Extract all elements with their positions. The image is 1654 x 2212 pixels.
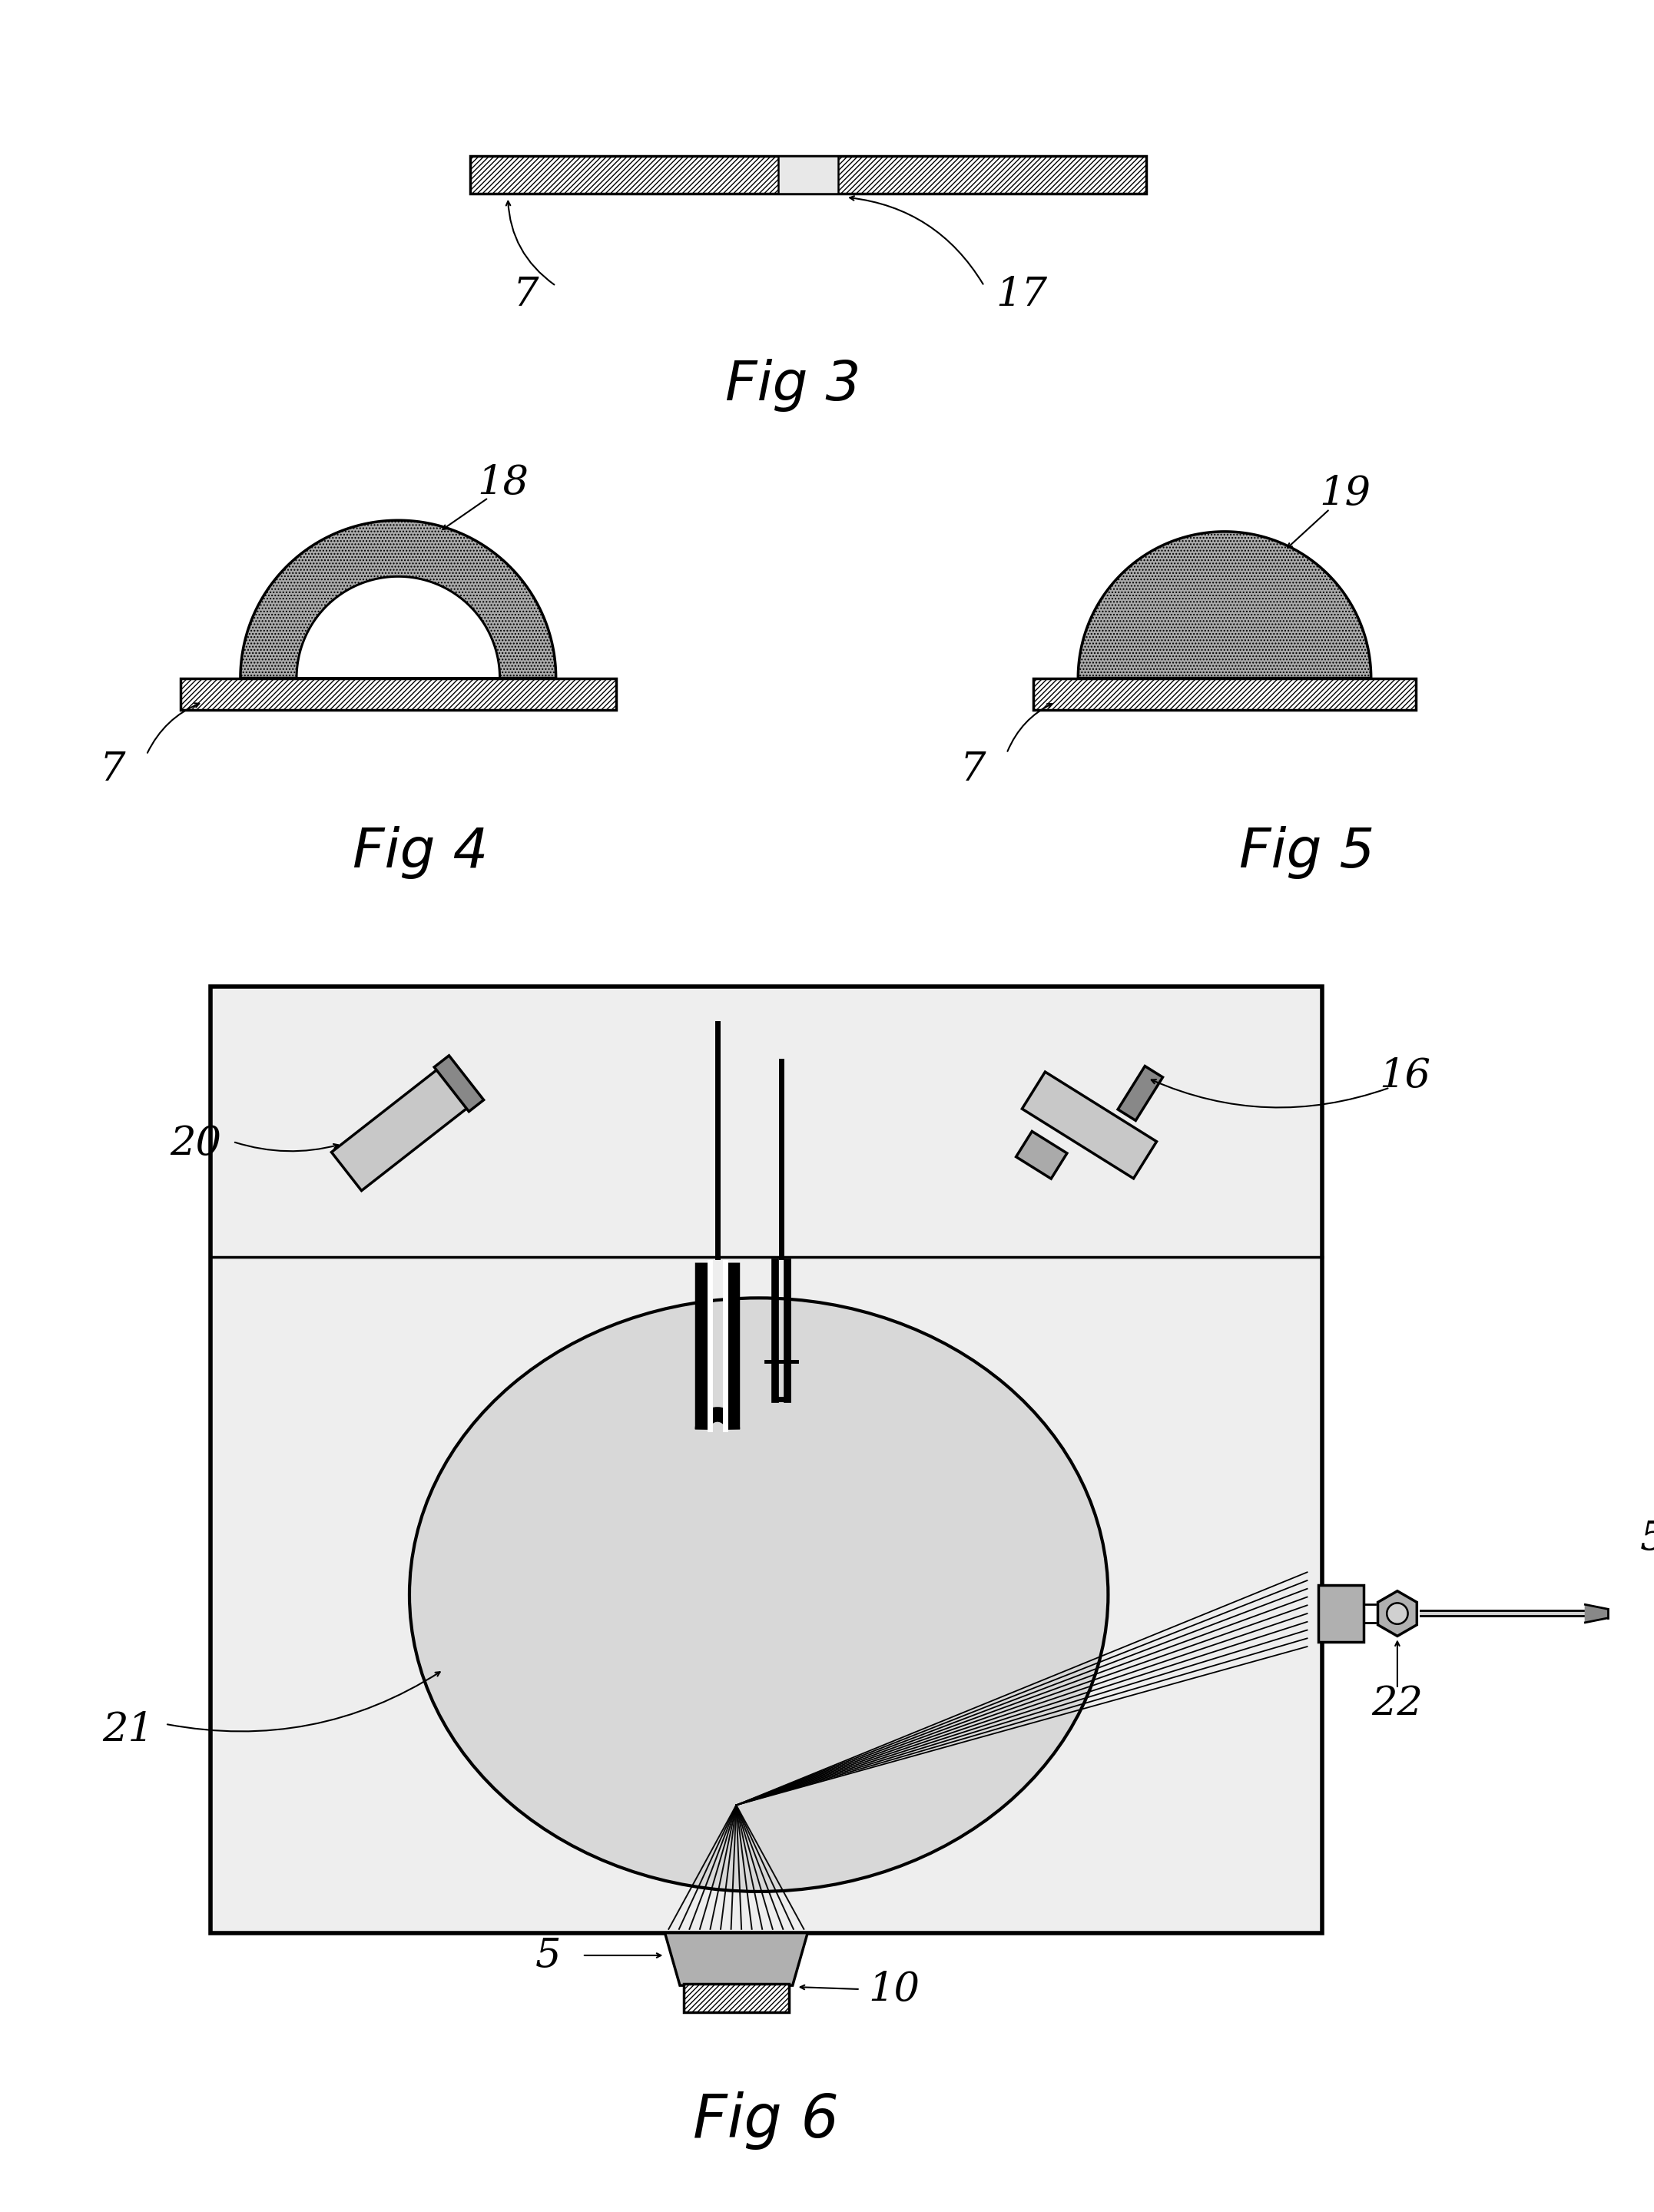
Text: 7: 7 xyxy=(959,750,986,790)
Text: 18: 18 xyxy=(478,462,529,502)
Text: 5: 5 xyxy=(536,1936,561,1975)
Polygon shape xyxy=(1118,1066,1163,1121)
Bar xyxy=(180,679,615,710)
Polygon shape xyxy=(435,1055,483,1110)
Bar xyxy=(1034,679,1416,710)
Text: 20: 20 xyxy=(170,1124,222,1164)
Text: Fig 6: Fig 6 xyxy=(693,2093,839,2150)
Polygon shape xyxy=(1378,1590,1417,1637)
Text: Fig 4: Fig 4 xyxy=(352,825,488,878)
Bar xyxy=(779,155,839,192)
Polygon shape xyxy=(1022,1073,1156,1179)
Text: 7: 7 xyxy=(513,274,539,314)
Text: 19: 19 xyxy=(1318,473,1371,513)
Polygon shape xyxy=(240,520,556,679)
Text: Fig 5: Fig 5 xyxy=(1239,825,1374,878)
Text: 22: 22 xyxy=(1371,1683,1422,1723)
Text: 17: 17 xyxy=(996,274,1047,314)
Polygon shape xyxy=(331,1060,480,1190)
Polygon shape xyxy=(1078,531,1371,679)
Text: 7: 7 xyxy=(99,750,126,790)
Polygon shape xyxy=(1016,1130,1067,1179)
Bar xyxy=(1318,1586,1363,1641)
Text: 10: 10 xyxy=(868,1969,920,2008)
Bar xyxy=(470,155,1146,192)
Bar xyxy=(683,1984,789,2013)
Polygon shape xyxy=(296,577,500,679)
Polygon shape xyxy=(665,1933,807,1986)
Bar xyxy=(210,987,1322,1933)
Text: 16: 16 xyxy=(1379,1057,1431,1095)
Circle shape xyxy=(1386,1604,1408,1624)
Text: 21: 21 xyxy=(103,1710,154,1750)
Text: Fig 3: Fig 3 xyxy=(726,358,862,411)
Text: 5: 5 xyxy=(1639,1520,1654,1557)
Polygon shape xyxy=(1585,1604,1608,1624)
Ellipse shape xyxy=(410,1298,1108,1891)
